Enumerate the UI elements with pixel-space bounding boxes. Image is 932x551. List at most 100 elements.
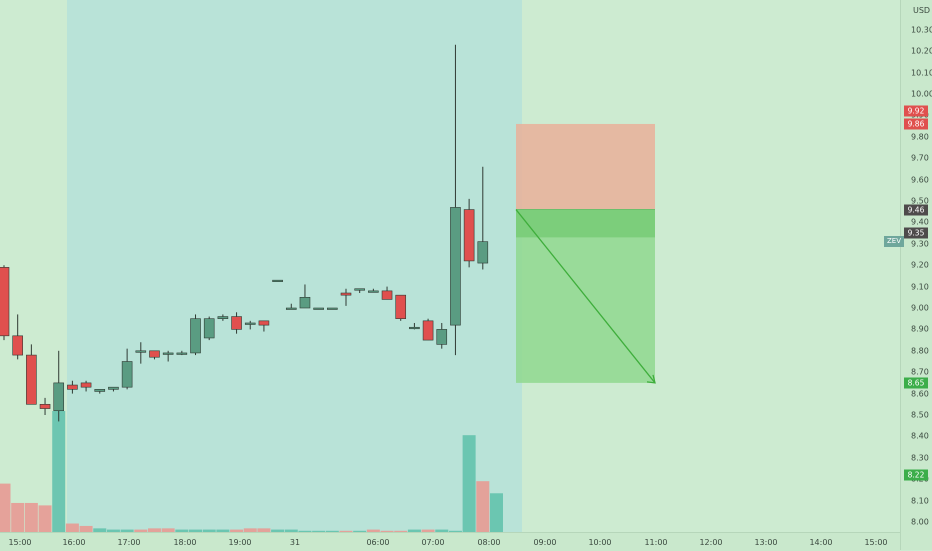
time-tick-label: 15:00: [8, 538, 32, 547]
time-tick-label: 09:00: [533, 538, 557, 547]
candle: [340, 288, 352, 306]
price-tick-label: 9.20: [911, 260, 929, 270]
candle: [162, 350, 174, 362]
volume-bar: [462, 435, 476, 532]
volume-bar: [257, 528, 271, 532]
time-tick-label: 14:00: [809, 538, 833, 547]
candle-body: [327, 307, 338, 310]
candle: [39, 397, 51, 415]
volume-bar: [216, 529, 230, 532]
candle: [80, 380, 92, 392]
candle-body: [162, 352, 174, 355]
candle-body: [285, 307, 297, 310]
price-marker-label: 9.86: [904, 118, 928, 130]
time-axis[interactable]: 15:00 16:00 17:00 18:00 19:00 31 06:00 07:00 08:…: [0, 532, 900, 551]
candle-body: [381, 290, 393, 300]
candle-body: [477, 241, 489, 264]
candlestick-chart[interactable]: [0, 0, 900, 532]
candle: [190, 314, 201, 356]
price-tick-label: 9.80: [911, 132, 929, 142]
price-tick-label: 8.70: [911, 367, 929, 377]
price-marker-label: 9.35: [904, 227, 928, 239]
time-tick-label: 17:00: [117, 538, 141, 547]
candle: [176, 350, 188, 356]
candle: [272, 279, 283, 282]
candle-body: [0, 267, 10, 337]
volume-bar: [147, 528, 161, 532]
candle: [381, 286, 393, 300]
candle: [477, 166, 489, 270]
chart-canvas[interactable]: [0, 0, 900, 532]
candle: [450, 44, 461, 356]
volume-bar: [339, 530, 353, 532]
price-tick-label: 8.60: [911, 389, 929, 399]
volume-bar: [175, 529, 189, 532]
price-tick-label: 9.70: [911, 153, 929, 163]
volume-bar: [106, 529, 120, 532]
volume-bar: [79, 525, 93, 532]
price-marker-label: 9.92: [904, 105, 928, 117]
candle-body: [190, 318, 201, 354]
candle: [26, 344, 37, 405]
candle: [463, 198, 475, 268]
volume-bar: [0, 483, 11, 532]
candle: [149, 350, 160, 360]
stop-loss-zone: [516, 123, 655, 210]
volume-bar: [407, 529, 421, 532]
price-tick-label: 9.30: [911, 239, 929, 249]
price-marker-label: 9.46: [904, 204, 928, 216]
volume-bar: [448, 530, 462, 532]
candle-body: [299, 296, 311, 309]
volume-bar: [11, 502, 25, 532]
current-profit-zone: [516, 209, 655, 238]
time-tick-label: 31: [289, 538, 301, 547]
candle-body: [39, 403, 51, 409]
price-tick-label: 9.50: [911, 196, 929, 206]
volume-bar: [93, 528, 107, 532]
time-tick-label: 06:00: [366, 538, 390, 547]
volume-bar: [120, 529, 134, 532]
price-marker-label: 8.65: [904, 377, 928, 389]
volume-bar: [366, 529, 380, 532]
candle-body: [354, 288, 365, 291]
volume-bar: [380, 530, 394, 532]
volume-bar: [230, 529, 244, 532]
price-tick-label: 8.40: [911, 431, 929, 441]
price-tick-label: 10.00: [911, 89, 932, 99]
time-tick-label: 15:00: [864, 538, 888, 547]
volume-bar: [435, 529, 449, 532]
candle: [217, 314, 229, 321]
volume-bar: [476, 481, 490, 532]
price-tick-label: 8.90: [911, 324, 929, 334]
price-tick-label: 10.20: [911, 46, 932, 56]
candle: [299, 284, 311, 309]
candle: [0, 265, 10, 341]
time-tick-label: 08:00: [477, 538, 501, 547]
time-tick-label: 10:00: [588, 538, 612, 547]
trend-arrow-head: [646, 374, 656, 384]
candle-body: [272, 279, 283, 282]
volume-bar: [353, 530, 367, 532]
volume-bar: [161, 528, 175, 532]
candle-body: [244, 322, 256, 325]
candle: [422, 318, 434, 341]
candle: [135, 342, 147, 364]
volume-bar: [202, 529, 216, 532]
volume-bar: [243, 528, 257, 532]
volume-bar: [271, 529, 285, 532]
candle: [108, 386, 119, 392]
candle: [121, 348, 133, 390]
candle-body: [135, 350, 147, 353]
time-tick-label: 12:00: [699, 538, 723, 547]
volume-bar: [394, 530, 408, 532]
price-axis[interactable]: USD 10.3010.2010.1010.009.909.809.709.60…: [900, 0, 932, 550]
volume-bar: [298, 530, 312, 532]
time-tick-label: 19:00: [228, 538, 252, 547]
candle-body: [395, 294, 407, 320]
candle-body: [231, 316, 242, 330]
volume-bar: [284, 529, 298, 532]
candle-body: [80, 382, 92, 388]
price-tick-label: 9.10: [911, 282, 929, 292]
price-tick-label: 8.30: [911, 453, 929, 463]
candle-body: [203, 318, 215, 339]
